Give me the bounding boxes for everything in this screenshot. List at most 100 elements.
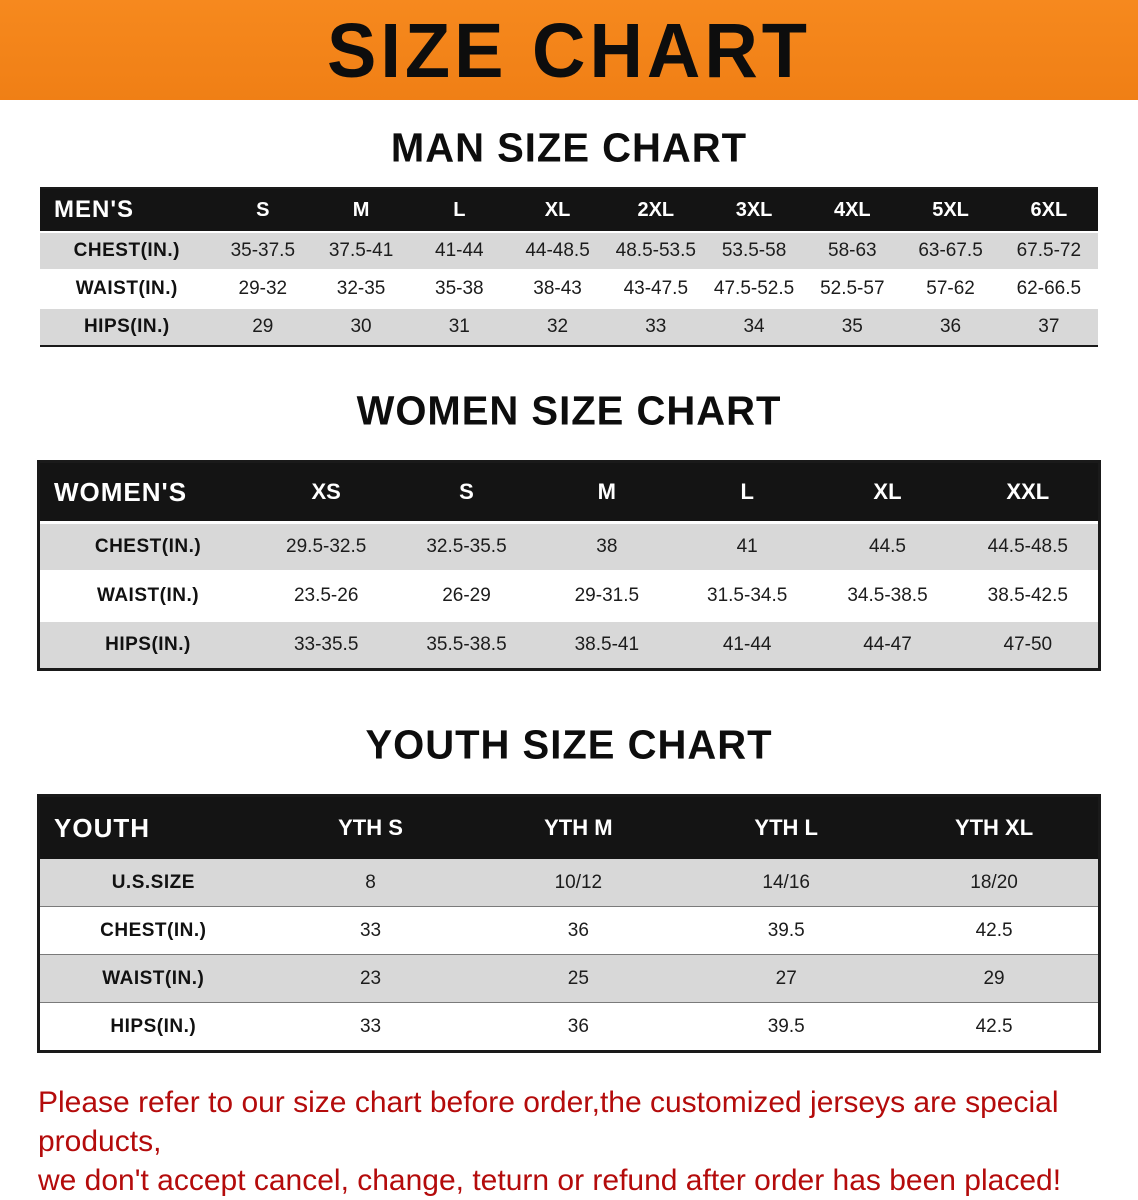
- row-label: CHEST(IN.): [40, 231, 214, 271]
- row-label: WAIST(IN.): [40, 571, 257, 622]
- table-header-row: YOUTH YTH S YTH M YTH L YTH XL: [40, 797, 1098, 859]
- size-cell: 52.5-57: [803, 269, 902, 309]
- size-cell: 38-43: [508, 269, 607, 309]
- table-header-row: WOMEN'S XS S M L XL XXL: [40, 463, 1098, 523]
- table-row: U.S.SIZE 8 10/12 14/16 18/20: [40, 859, 1098, 907]
- size-cell: 36: [901, 307, 1000, 345]
- size-cell: 41: [677, 521, 818, 573]
- size-cell: 8: [266, 859, 475, 907]
- size-cell: 58-63: [803, 231, 902, 271]
- size-header-cell: YTH M: [474, 797, 683, 859]
- row-label: WAIST(IN.): [40, 954, 267, 1003]
- size-cell: 47.5-52.5: [704, 269, 804, 309]
- size-header-cell: 4XL: [803, 189, 902, 232]
- size-cell: 42.5: [890, 906, 1098, 955]
- size-cell: 31: [410, 307, 509, 345]
- size-cell: 32.5-35.5: [396, 521, 537, 573]
- size-header-cell: XXL: [957, 463, 1098, 523]
- size-cell: 25: [474, 954, 683, 1003]
- size-cell: 62-66.5: [999, 269, 1098, 309]
- size-header-cell: M: [536, 463, 677, 523]
- table-title-cell: WOMEN'S: [40, 463, 257, 523]
- size-cell: 67.5-72: [999, 231, 1098, 271]
- size-header-cell: S: [396, 463, 537, 523]
- size-header-cell: XS: [256, 463, 397, 523]
- footer-disclaimer-line2: we don't accept cancel, change, teturn o…: [38, 1164, 1062, 1197]
- size-header-cell: XL: [817, 463, 958, 523]
- size-header-cell: YTH L: [682, 797, 891, 859]
- size-cell: 42.5: [890, 1002, 1098, 1050]
- row-label: CHEST(IN.): [40, 521, 257, 573]
- size-cell: 29: [213, 307, 312, 345]
- row-label: HIPS(IN.): [40, 307, 214, 345]
- size-cell: 36: [474, 1002, 683, 1050]
- size-cell: 31.5-34.5: [677, 571, 818, 622]
- size-cell: 26-29: [396, 571, 537, 622]
- size-cell: 33: [266, 906, 475, 955]
- size-cell: 38: [536, 521, 677, 573]
- size-cell: 39.5: [682, 1002, 891, 1050]
- youth-size-chart-heading: YOUTH SIZE CHART: [365, 722, 773, 768]
- size-header-cell: 2XL: [606, 189, 705, 232]
- size-cell: 23: [266, 954, 475, 1003]
- size-cell: 32-35: [311, 269, 411, 309]
- women-size-table: WOMEN'S XS S M L XL XXL CHEST(IN.) 29.5-32.5 32.5…: [40, 463, 1098, 668]
- footer-disclaimer-line1: Please refer to our size chart before or…: [38, 1086, 1059, 1158]
- size-cell: 44-47: [817, 620, 958, 668]
- size-header-cell: S: [213, 189, 312, 232]
- men-size-table-wrap: MEN'S S M L XL 2XL 3XL 4XL 5XL 6XL CHEST(IN.) 35-37…: [40, 187, 1098, 347]
- size-cell: 35-38: [410, 269, 509, 309]
- table-title-cell: MEN'S: [40, 189, 214, 232]
- table-row: CHEST(IN.) 33 36 39.5 42.5: [40, 906, 1098, 955]
- size-cell: 43-47.5: [606, 269, 705, 309]
- size-cell: 14/16: [682, 859, 891, 907]
- size-cell: 44.5-48.5: [957, 521, 1098, 573]
- banner-title: SIZE CHART: [327, 6, 811, 94]
- size-cell: 41-44: [677, 620, 818, 668]
- size-cell: 29-31.5: [536, 571, 677, 622]
- size-header-cell: L: [677, 463, 818, 523]
- table-row: WAIST(IN.) 23.5-26 26-29 29-31.5 31.5-34.5 34…: [40, 571, 1098, 622]
- size-header-cell: M: [311, 189, 411, 232]
- size-cell: 30: [311, 307, 411, 345]
- size-cell: 35: [803, 307, 902, 345]
- size-header-cell: L: [410, 189, 509, 232]
- size-cell: 38.5-41: [536, 620, 677, 668]
- size-header-cell: YTH S: [266, 797, 475, 859]
- size-cell: 29-32: [213, 269, 312, 309]
- youth-size-table: YOUTH YTH S YTH M YTH L YTH XL U.S.SIZE 8 10/12…: [40, 797, 1098, 1050]
- size-cell: 48.5-53.5: [606, 231, 705, 271]
- table-row: WAIST(IN.) 29-32 32-35 35-38 38-43 43-47.5 47.…: [40, 269, 1098, 309]
- size-cell: 37: [999, 307, 1098, 345]
- row-label: HIPS(IN.): [40, 620, 257, 668]
- size-cell: 29: [890, 954, 1098, 1003]
- size-cell: 27: [682, 954, 891, 1003]
- footer-disclaimer: Please refer to our size chart before or…: [0, 1083, 1138, 1200]
- row-label: HIPS(IN.): [40, 1002, 267, 1050]
- table-title-cell: YOUTH: [40, 797, 267, 859]
- table-row: HIPS(IN.) 29 30 31 32 33 34 35 36 37: [40, 307, 1098, 345]
- size-cell: 32: [508, 307, 607, 345]
- men-size-table: MEN'S S M L XL 2XL 3XL 4XL 5XL 6XL CHEST(IN.) 35-37…: [40, 189, 1098, 345]
- women-size-table-wrap: WOMEN'S XS S M L XL XXL CHEST(IN.) 29.5-32.5 32.5…: [37, 460, 1101, 671]
- row-label: U.S.SIZE: [40, 859, 267, 907]
- size-cell: 29.5-32.5: [256, 521, 397, 573]
- size-header-cell: YTH XL: [890, 797, 1098, 859]
- table-row: CHEST(IN.) 35-37.5 37.5-41 41-44 44-48.5 48.5…: [40, 231, 1098, 271]
- women-size-chart-heading: WOMEN SIZE CHART: [356, 388, 782, 434]
- size-cell: 44-48.5: [508, 231, 607, 271]
- row-label: WAIST(IN.): [40, 269, 214, 309]
- size-cell: 41-44: [410, 231, 509, 271]
- size-chart-banner: SIZE CHART: [0, 0, 1138, 100]
- size-cell: 35.5-38.5: [396, 620, 537, 668]
- size-cell: 57-62: [901, 269, 1000, 309]
- size-cell: 35-37.5: [213, 231, 312, 271]
- size-cell: 44.5: [817, 521, 958, 573]
- row-label: CHEST(IN.): [40, 906, 267, 955]
- size-cell: 38.5-42.5: [957, 571, 1098, 622]
- size-cell: 63-67.5: [901, 231, 1000, 271]
- youth-size-table-wrap: YOUTH YTH S YTH M YTH L YTH XL U.S.SIZE 8 10/12…: [37, 794, 1101, 1053]
- size-header-cell: 6XL: [999, 189, 1098, 232]
- size-cell: 34.5-38.5: [817, 571, 958, 622]
- size-cell: 39.5: [682, 906, 891, 955]
